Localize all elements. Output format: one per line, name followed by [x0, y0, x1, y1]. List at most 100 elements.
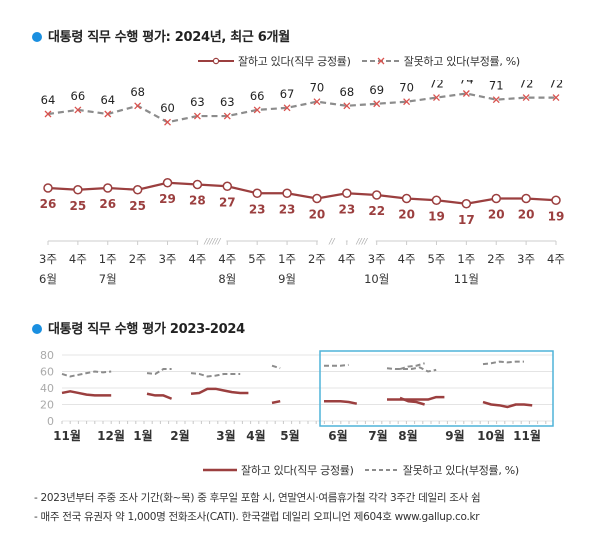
- x-month-label: 6월: [39, 272, 57, 286]
- positive-series-segment: [482, 400, 533, 409]
- negative-point-marker: [343, 102, 351, 110]
- negative-point-marker: [462, 90, 470, 97]
- positive-series-segment: [324, 399, 358, 405]
- negative-point-marker: [134, 102, 142, 110]
- negative-data-label: 68: [340, 85, 355, 99]
- x-tick-label: 3주: [39, 252, 57, 266]
- y-tick-label: 0: [47, 415, 54, 428]
- x-tick-label: 4주: [338, 252, 356, 266]
- negative-point-marker: [313, 98, 321, 106]
- x-month-label: 10월: [364, 272, 389, 286]
- positive-point-marker: [103, 183, 113, 193]
- y-tick-label: 40: [40, 382, 54, 395]
- axis-break-bg: [347, 237, 376, 245]
- positive-data-label: 19: [548, 209, 565, 223]
- positive-point-marker: [73, 185, 83, 195]
- negative-point-marker: [283, 104, 291, 112]
- negative-point-marker: [74, 106, 82, 114]
- axis-break-mark: ////: [355, 237, 368, 246]
- negative-data-label: 69: [369, 83, 384, 97]
- negative-series-segment: [324, 363, 349, 367]
- negative-series-segment: [146, 368, 172, 376]
- negative-point-marker: [44, 110, 52, 118]
- negative-point-marker: [373, 100, 381, 108]
- legend-dash-x-icon: [361, 57, 400, 65]
- positive-point-marker: [222, 181, 233, 191]
- positive-data-label: 22: [368, 204, 385, 218]
- negative-data-label: 60: [160, 101, 175, 115]
- x-month-label: 11월: [53, 428, 81, 442]
- x-month-label: 10월: [477, 428, 505, 442]
- chart2-legend: 잘하고 있다(직무 긍정률) 잘못하고 있다(부정률, %): [195, 462, 519, 478]
- positive-data-label: 26: [99, 197, 116, 211]
- positive-data-label: 20: [488, 208, 505, 222]
- legend-line-icon: [203, 468, 237, 472]
- x-tick-label: 3주: [517, 252, 535, 266]
- negative-series-segment: [271, 364, 281, 370]
- x-month-label: 7월: [368, 428, 387, 442]
- x-month-label: 5월: [280, 428, 299, 442]
- x-tick-label: 4주: [218, 252, 236, 266]
- x-month-label: 11월: [454, 272, 479, 286]
- negative-data-label: 63: [190, 95, 205, 109]
- positive-point-marker: [461, 199, 472, 209]
- x-tick-label: 4주: [188, 252, 206, 266]
- positive-point-marker: [43, 183, 53, 193]
- y-tick-label: 20: [40, 399, 54, 412]
- x-tick-label: 5주: [428, 252, 446, 266]
- legend-dash-icon: [364, 469, 399, 471]
- negative-point-marker: [433, 94, 440, 102]
- x-tick-label: 2주: [487, 252, 505, 266]
- positive-data-label: 20: [398, 208, 415, 222]
- positive-data-label: 23: [338, 202, 355, 216]
- positive-data-label: 17: [458, 213, 475, 227]
- positive-data-label: 29: [159, 192, 176, 206]
- negative-point-marker: [104, 110, 112, 118]
- x-month-label: 2월: [170, 428, 189, 442]
- positive-point-marker: [551, 195, 561, 205]
- footnote-1: - 2023년부터 주중 조사 기간(화~목) 중 후무일 포함 시, 연말연시…: [34, 492, 481, 504]
- negative-series-segment: [190, 372, 241, 378]
- positive-data-label: 28: [189, 194, 206, 208]
- positive-series-segment: [190, 387, 249, 396]
- negative-series-segment: [482, 360, 524, 366]
- x-month-label: 4월: [246, 428, 265, 442]
- positive-data-label: 20: [309, 208, 326, 222]
- chart1-plot: 64 66 64 68 60 63 63 66 67 70 68 69 70 72 74 71 72 72 26 25…: [39, 80, 565, 286]
- negative-point-marker: [522, 94, 530, 102]
- negative-point-marker: [223, 112, 231, 120]
- x-month-label: 9월: [445, 428, 464, 442]
- positive-point-marker: [162, 178, 173, 188]
- y-tick-label: 60: [40, 366, 54, 379]
- negative-data-label: 72: [519, 80, 534, 91]
- positive-point-marker: [192, 179, 203, 190]
- positive-point-marker: [342, 188, 352, 198]
- positive-data-label: 27: [219, 195, 236, 209]
- x-month-label: 11월: [513, 428, 541, 442]
- x-tick-label: 1주: [278, 252, 296, 266]
- negative-point-marker: [403, 98, 411, 106]
- negative-data-label: 66: [250, 89, 265, 103]
- positive-point-marker: [282, 188, 292, 198]
- negative-data-label: 72: [549, 80, 564, 91]
- positive-point-marker: [312, 193, 322, 204]
- positive-point-marker: [401, 193, 412, 204]
- negative-data-label: 70: [399, 81, 414, 95]
- negative-data-label: 64: [100, 93, 115, 107]
- chart2-plot: 0 20 40 60 80 11월 12월 1월 2월 3월 4월 5월 6월 7월 8월 9월 10월 11월: [40, 349, 554, 442]
- legend-line-circle-icon: [198, 57, 234, 65]
- negative-series-segment: [399, 362, 425, 370]
- x-tick-label: 1주: [457, 252, 475, 266]
- x-tick-label: 2주: [308, 252, 326, 266]
- axis-break-mark: //: [328, 237, 336, 246]
- positive-point-marker: [371, 190, 382, 200]
- x-tick-label: 3주: [368, 252, 386, 266]
- positive-point-marker: [431, 195, 442, 205]
- positive-series-segment: [61, 390, 112, 397]
- x-month-label: 8월: [218, 272, 236, 286]
- x-tick-label: 1주: [99, 252, 117, 266]
- axis-break-mark: //////: [203, 237, 221, 246]
- legend-item-positive: 잘하고 있다(직무 긍정률): [203, 462, 354, 478]
- positive-point-marker: [491, 193, 501, 204]
- positive-series-line: [47, 181, 557, 205]
